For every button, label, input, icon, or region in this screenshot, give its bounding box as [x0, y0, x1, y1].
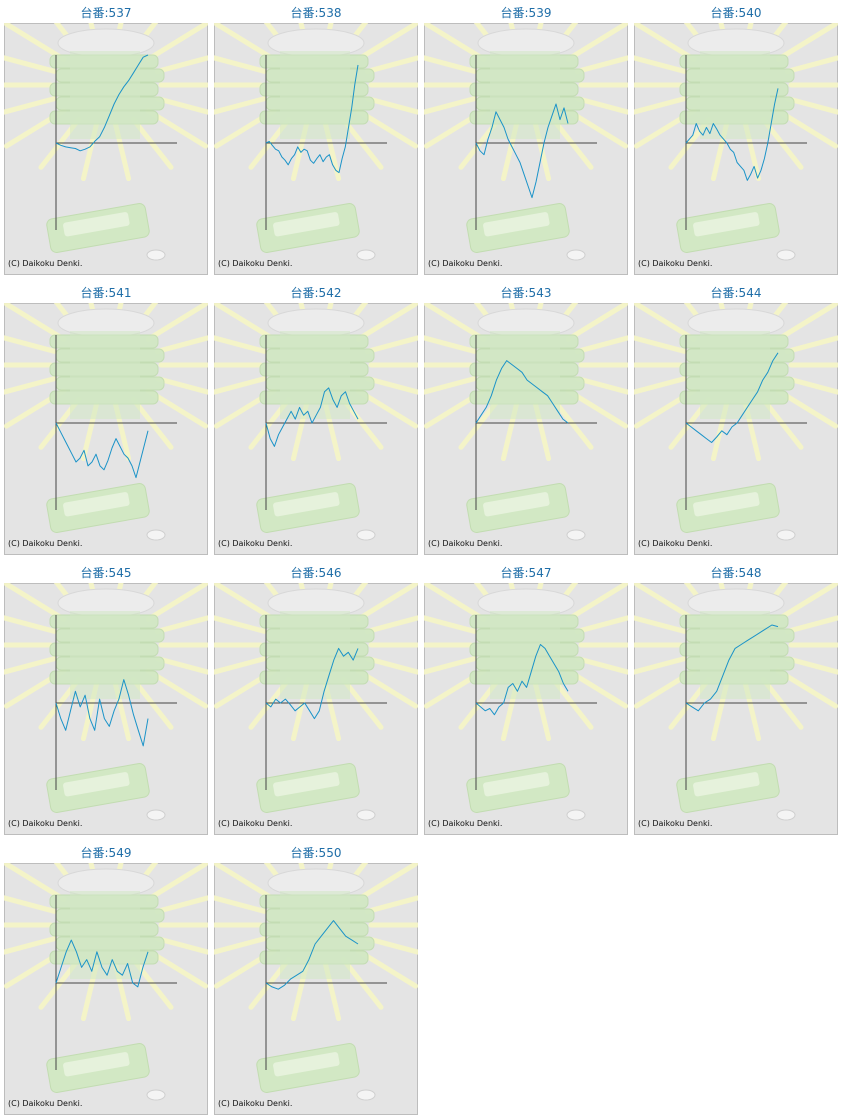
series-line [685, 352, 779, 443]
series-line [265, 920, 359, 990]
copyright-text: (C) Daikoku Denki. [8, 819, 82, 828]
graph-cell: 台番:550 (C) Daikoku Denki. [214, 840, 418, 1115]
series-line [475, 644, 569, 716]
copyright-text: (C) Daikoku Denki. [638, 259, 712, 268]
series-line [265, 387, 359, 447]
graph-cell: 台番:537 (C) Daikoku Denki. [4, 0, 208, 275]
machine-illustration [634, 23, 838, 261]
graph-cell: 台番:543 (C) Daikoku Denki. [424, 280, 628, 555]
series-line [685, 88, 779, 181]
slump-graph: (C) Daikoku Denki. [424, 23, 628, 275]
machine-illustration [424, 303, 628, 541]
machine-illustration [4, 23, 208, 261]
machine-number-title: 台番:544 [710, 286, 762, 300]
slump-graph: (C) Daikoku Denki. [424, 303, 628, 555]
series-line [265, 64, 359, 174]
copyright-text: (C) Daikoku Denki. [638, 539, 712, 548]
machine-number-title: 台番:543 [500, 286, 552, 300]
machine-illustration [634, 583, 838, 821]
machine-illustration [424, 583, 628, 821]
machine-number-title: 台番:542 [290, 286, 342, 300]
copyright-text: (C) Daikoku Denki. [218, 819, 292, 828]
copyright-text: (C) Daikoku Denki. [218, 259, 292, 268]
graph-cell: 台番:538 (C) Daikoku Denki. [214, 0, 418, 275]
copyright-text: (C) Daikoku Denki. [428, 539, 502, 548]
copyright-text: (C) Daikoku Denki. [428, 259, 502, 268]
slump-graph: (C) Daikoku Denki. [634, 583, 838, 835]
copyright-text: (C) Daikoku Denki. [8, 259, 82, 268]
machine-number-title: 台番:545 [80, 566, 132, 580]
machine-number-title: 台番:541 [80, 286, 132, 300]
copyright-text: (C) Daikoku Denki. [8, 539, 82, 548]
graph-cell: 台番:542 (C) Daikoku Denki. [214, 280, 418, 555]
series-line [475, 360, 569, 424]
copyright-text: (C) Daikoku Denki. [218, 539, 292, 548]
series-line [55, 939, 149, 988]
series-line [685, 624, 779, 712]
graph-cell: 台番:540 (C) Daikoku Denki. [634, 0, 838, 275]
machine-illustration [424, 23, 628, 261]
graph-cell: 台番:549 (C) Daikoku Denki. [4, 840, 208, 1115]
machine-number-title: 台番:549 [80, 846, 132, 860]
slump-graph: (C) Daikoku Denki. [4, 583, 208, 835]
slump-graph: (C) Daikoku Denki. [214, 303, 418, 555]
slump-graph: (C) Daikoku Denki. [4, 303, 208, 555]
series-line [55, 54, 149, 152]
machine-number-title: 台番:539 [500, 6, 552, 20]
slump-graph: (C) Daikoku Denki. [4, 863, 208, 1115]
machine-illustration [4, 583, 208, 821]
graph-cell: 台番:544 (C) Daikoku Denki. [634, 280, 838, 555]
machine-number-title: 台番:537 [80, 6, 132, 20]
graph-cell: 台番:548 (C) Daikoku Denki. [634, 560, 838, 835]
copyright-text: (C) Daikoku Denki. [218, 1099, 292, 1108]
slump-graph: (C) Daikoku Denki. [4, 23, 208, 275]
slump-graph: (C) Daikoku Denki. [214, 863, 418, 1115]
machine-number-title: 台番:538 [290, 6, 342, 20]
graph-cell: 台番:545 (C) Daikoku Denki. [4, 560, 208, 835]
machine-number-title: 台番:540 [710, 6, 762, 20]
series-line [55, 422, 149, 479]
machine-illustration [4, 303, 208, 541]
slump-graph: (C) Daikoku Denki. [214, 23, 418, 275]
machine-illustration [214, 303, 418, 541]
slump-graph: (C) Daikoku Denki. [424, 583, 628, 835]
machine-number-title: 台番:548 [710, 566, 762, 580]
machine-illustration [634, 303, 838, 541]
slump-graph: (C) Daikoku Denki. [634, 23, 838, 275]
series-line [55, 679, 149, 747]
slump-graph: (C) Daikoku Denki. [634, 303, 838, 555]
graph-cell: 台番:546 (C) Daikoku Denki. [214, 560, 418, 835]
graph-cell: 台番:541 (C) Daikoku Denki. [4, 280, 208, 555]
slump-graph: (C) Daikoku Denki. [214, 583, 418, 835]
copyright-text: (C) Daikoku Denki. [428, 819, 502, 828]
copyright-text: (C) Daikoku Denki. [638, 819, 712, 828]
graph-cell: 台番:547 (C) Daikoku Denki. [424, 560, 628, 835]
series-line [475, 103, 569, 199]
machine-number-title: 台番:550 [290, 846, 342, 860]
copyright-text: (C) Daikoku Denki. [8, 1099, 82, 1108]
graph-cell: 台番:539 (C) Daikoku Denki. [424, 0, 628, 275]
machine-number-title: 台番:546 [290, 566, 342, 580]
series-line [265, 647, 359, 720]
machine-illustration [4, 863, 208, 1101]
machine-illustration [214, 863, 418, 1101]
machine-number-title: 台番:547 [500, 566, 552, 580]
